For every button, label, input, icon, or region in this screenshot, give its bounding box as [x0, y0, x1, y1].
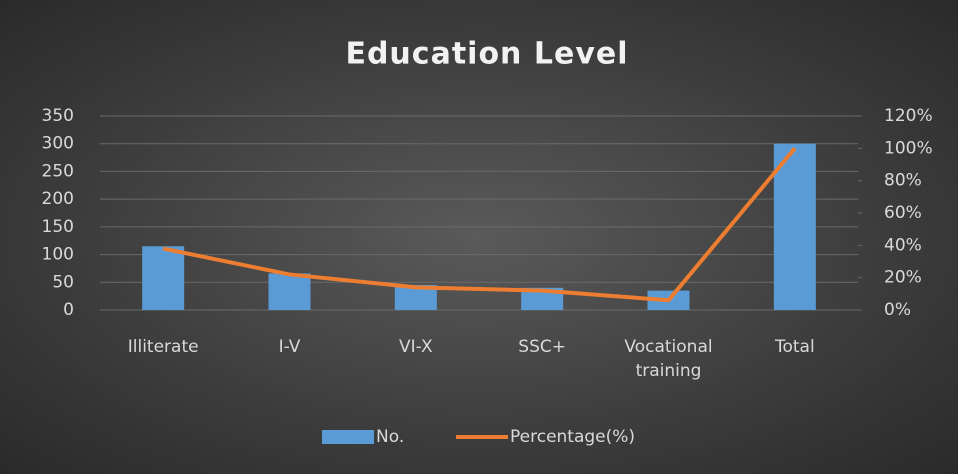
legend-label: Percentage(%) — [510, 427, 635, 447]
x-tick-label: Vocational training — [624, 337, 713, 381]
y-tick-label: 150 — [42, 217, 74, 237]
y-tick-label: 250 — [42, 161, 74, 181]
bar — [142, 246, 185, 310]
line — [162, 147, 797, 303]
x-tick-label: SSC+ — [518, 337, 566, 357]
legend-label: No. — [376, 427, 404, 447]
y-tick-label: 0 — [63, 300, 74, 320]
legend-swatch — [322, 430, 374, 444]
x-tick-label: I-V — [278, 337, 301, 357]
x-tick-label: Total — [774, 337, 815, 357]
y-tick-label: 350 — [42, 106, 74, 126]
x-tick-label: VI-X — [399, 337, 433, 357]
y2-tick-label: 80% — [884, 171, 922, 191]
y-tick-label: 200 — [42, 189, 74, 209]
y2-tick-label: 100% — [884, 138, 933, 158]
bar — [773, 143, 816, 310]
y2-tick-label: 60% — [884, 203, 922, 223]
y-tick-label: 50 — [52, 272, 74, 292]
y2-tick-label: 20% — [884, 268, 922, 288]
y-tick-label: 100 — [42, 245, 74, 265]
x-tick-label: Illiterate — [127, 337, 199, 357]
y2-tick-label: 0% — [884, 300, 911, 320]
chart-title: Education Level — [345, 37, 628, 72]
bar — [268, 273, 311, 310]
y2-tick-label: 40% — [884, 235, 922, 255]
y2-tick-label: 120% — [884, 106, 933, 126]
y-tick-label: 300 — [42, 134, 74, 154]
